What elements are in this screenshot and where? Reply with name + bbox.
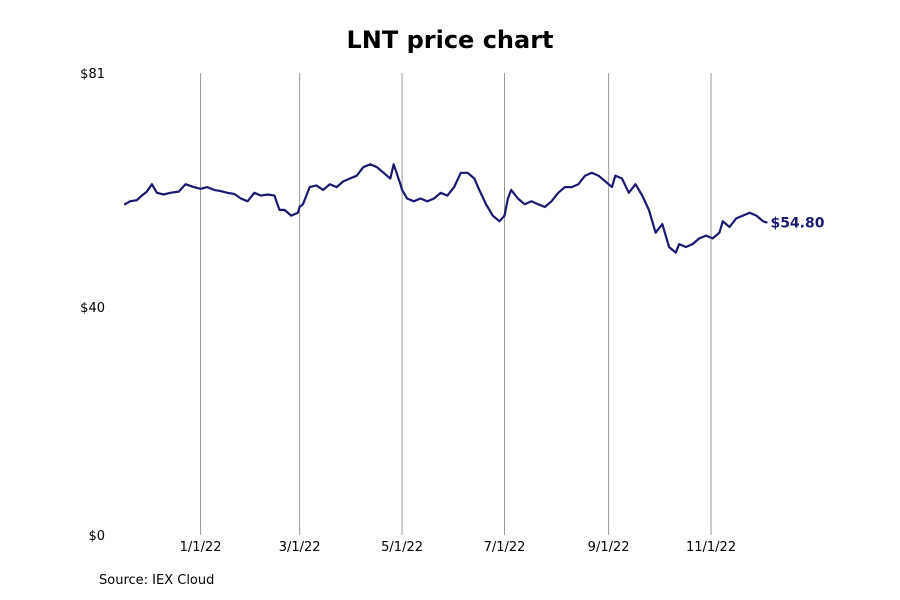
last-price-label: $54.80 (770, 215, 824, 231)
price-series-line (123, 163, 768, 254)
x-tick-label: 5/1/22 (381, 540, 423, 555)
gridlines (200, 73, 712, 535)
y-tick-label: $81 (80, 67, 105, 82)
source-note: Source: IEX Cloud (99, 573, 215, 588)
y-tick-label: $0 (88, 529, 105, 544)
y-axis-ticks: $0 $40 $81 (80, 67, 105, 544)
x-tick-label: 7/1/22 (484, 540, 526, 555)
x-tick-label: 9/1/22 (588, 540, 630, 555)
x-tick-label: 11/1/22 (686, 540, 736, 555)
x-tick-label: 1/1/22 (180, 540, 222, 555)
x-axis-ticks: 1/1/22 3/1/22 5/1/22 7/1/22 9/1/22 11/1/22 (180, 540, 736, 555)
x-tick-label: 3/1/22 (279, 540, 321, 555)
y-tick-label: $40 (80, 301, 105, 316)
chart-title: LNT price chart (346, 26, 554, 54)
